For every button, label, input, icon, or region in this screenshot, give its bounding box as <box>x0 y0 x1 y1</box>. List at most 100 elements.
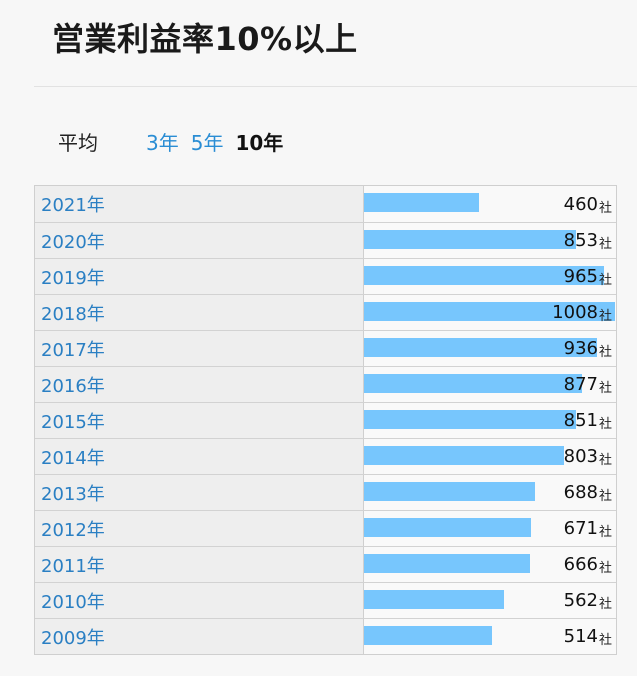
unit-label: 社 <box>598 200 612 216</box>
table-row: 2015年 851 社 <box>35 402 616 438</box>
year-link[interactable]: 2012年 <box>35 511 364 546</box>
bar-value-label: 666 社 <box>564 547 612 582</box>
bar-value-label: 965 社 <box>564 259 612 294</box>
company-count-bar-table: 2021年 460 社 2020年 853 社 2019年 965 社 2018年 1008 社 201… <box>34 185 617 655</box>
bar-cell: 851 社 <box>364 403 616 438</box>
unit-label: 社 <box>598 273 612 288</box>
bar-value: 671 <box>563 518 598 539</box>
bar-cell: 853 社 <box>364 223 616 258</box>
table-row: 2014年 803 社 <box>35 438 616 474</box>
header-divider <box>34 86 637 87</box>
year-link[interactable]: 2019年 <box>35 259 364 294</box>
unit-label: 社 <box>598 597 612 612</box>
unit-label: 社 <box>598 381 612 396</box>
bar-value-label: 460 社 <box>564 186 612 222</box>
page-title: 営業利益率10%以上 <box>52 20 358 58</box>
table-row: 2017年 936 社 <box>35 330 616 366</box>
unit-label: 社 <box>598 417 612 432</box>
period-selector: 平均 3年 5年 10年 <box>58 126 295 156</box>
bar-value-label: 562 社 <box>564 583 612 618</box>
bar-cell: 514 社 <box>364 619 616 654</box>
bar-value: 1008 <box>552 302 598 323</box>
bar <box>364 446 564 465</box>
year-link[interactable]: 2018年 <box>35 295 364 330</box>
table-row: 2012年 671 社 <box>35 510 616 546</box>
unit-label: 社 <box>598 453 612 468</box>
year-link[interactable]: 2016年 <box>35 367 364 402</box>
unit-label: 社 <box>598 345 612 360</box>
bar <box>364 230 576 249</box>
table-row: 2021年 460 社 <box>35 186 616 222</box>
year-link[interactable]: 2010年 <box>35 583 364 618</box>
bar <box>364 302 615 321</box>
bar-cell: 460 社 <box>364 186 616 222</box>
period-label: 平均 <box>58 130 98 155</box>
unit-label: 社 <box>598 237 612 252</box>
table-row: 2010年 562 社 <box>35 582 616 618</box>
bar <box>364 193 479 212</box>
bar-value: 460 <box>563 193 598 215</box>
bar-value-label: 1008 社 <box>552 295 612 330</box>
bar-cell: 562 社 <box>364 583 616 618</box>
table-row: 2020年 853 社 <box>35 222 616 258</box>
bar <box>364 410 576 429</box>
bar <box>364 590 504 609</box>
unit-label: 社 <box>598 525 612 540</box>
bar-value: 936 <box>563 338 598 359</box>
year-link[interactable]: 2020年 <box>35 223 364 258</box>
bar <box>364 626 492 645</box>
year-link[interactable]: 2017年 <box>35 331 364 366</box>
table-row: 2009年 514 社 <box>35 618 616 654</box>
bar <box>364 518 531 537</box>
unit-label: 社 <box>598 309 612 324</box>
bar-cell: 965 社 <box>364 259 616 294</box>
table-row: 2016年 877 社 <box>35 366 616 402</box>
unit-label: 社 <box>598 489 612 504</box>
bar-value-label: 671 社 <box>564 511 612 546</box>
bar-value-label: 936 社 <box>564 331 612 366</box>
table-row: 2013年 688 社 <box>35 474 616 510</box>
bar-value-label: 877 社 <box>564 367 612 402</box>
bar-cell: 803 社 <box>364 439 616 474</box>
bar-value-label: 803 社 <box>564 439 612 474</box>
bar-value-label: 851 社 <box>564 403 612 438</box>
year-link[interactable]: 2021年 <box>35 186 364 222</box>
bar <box>364 482 535 501</box>
bar-value: 851 <box>563 410 598 431</box>
year-link[interactable]: 2009年 <box>35 619 364 654</box>
bar-value: 562 <box>563 590 598 611</box>
bar <box>364 338 597 357</box>
table-row: 2019年 965 社 <box>35 258 616 294</box>
bar-cell: 688 社 <box>364 475 616 510</box>
bar-value-label: 688 社 <box>564 475 612 510</box>
bar-cell: 671 社 <box>364 511 616 546</box>
year-link[interactable]: 2013年 <box>35 475 364 510</box>
bar-value: 688 <box>563 482 598 503</box>
bar-value-label: 853 社 <box>564 223 612 258</box>
unit-label: 社 <box>598 633 612 648</box>
bar <box>364 266 604 285</box>
bar-value: 877 <box>563 374 598 395</box>
table-row: 2011年 666 社 <box>35 546 616 582</box>
bar-value: 965 <box>563 266 598 287</box>
year-link[interactable]: 2011年 <box>35 547 364 582</box>
period-tab-5y[interactable]: 5年 <box>190 130 224 155</box>
year-link[interactable]: 2015年 <box>35 403 364 438</box>
bar-value: 853 <box>563 230 598 251</box>
bar-value: 514 <box>563 626 598 647</box>
bar-value: 803 <box>563 446 598 467</box>
bar-value: 666 <box>563 554 598 575</box>
period-tab-3y[interactable]: 3年 <box>146 130 179 155</box>
bar-value-label: 514 社 <box>564 619 612 654</box>
bar-cell: 1008 社 <box>364 295 616 330</box>
bar-cell: 666 社 <box>364 547 616 582</box>
year-link[interactable]: 2014年 <box>35 439 364 474</box>
bar-cell: 936 社 <box>364 331 616 366</box>
period-tab-10y: 10年 <box>235 130 284 155</box>
unit-label: 社 <box>598 561 612 576</box>
bar <box>364 554 530 573</box>
bar-cell: 877 社 <box>364 367 616 402</box>
table-row: 2018年 1008 社 <box>35 294 616 330</box>
bar <box>364 374 582 393</box>
